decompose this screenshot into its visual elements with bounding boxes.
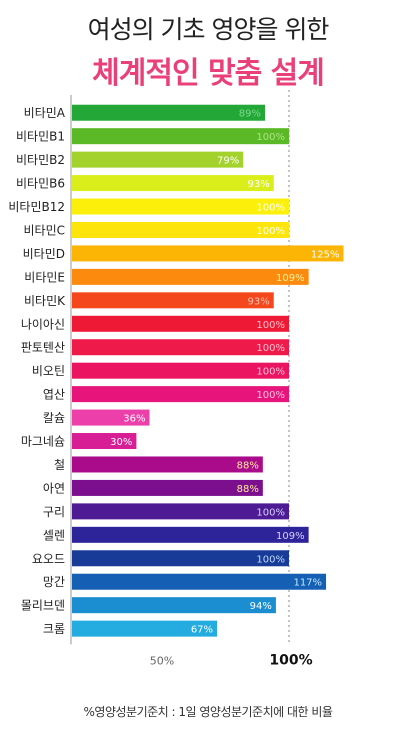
value-label: 94% <box>250 601 272 612</box>
bar <box>72 315 289 332</box>
category-label: 마그네슘 <box>21 435 65 449</box>
category-label: 칼슘 <box>43 411 65 425</box>
bar <box>72 526 309 543</box>
bar <box>72 620 218 637</box>
category-label: 비타민B12 <box>8 200 65 214</box>
value-label: 100% <box>256 132 285 143</box>
category-label: 셀렌 <box>43 528 65 542</box>
bar <box>72 573 327 590</box>
category-label: 몰리브덴 <box>21 599 65 613</box>
category-label: 비타민B1 <box>16 130 65 144</box>
category-label: 비타민D <box>23 247 65 261</box>
category-label: 판토텐산 <box>21 341 65 355</box>
category-label: 나이아신 <box>21 317 65 331</box>
bar <box>72 362 289 379</box>
bar <box>72 175 274 192</box>
bar <box>72 433 137 450</box>
value-label: 89% <box>239 109 261 120</box>
bar <box>72 503 289 520</box>
category-label: 엽산 <box>43 388 65 402</box>
value-label: 88% <box>237 460 259 471</box>
category-label: 비타민C <box>24 223 66 237</box>
chart-subtitle: 체계적인 맞춤 설계 <box>92 56 325 91</box>
chart-title: 여성의 기초 영양을 위한 <box>87 15 330 44</box>
category-label: 비타민B2 <box>16 153 65 167</box>
bar <box>72 198 289 215</box>
bar <box>72 339 289 356</box>
value-label: 100% <box>256 343 285 354</box>
bar <box>72 409 150 426</box>
value-label: 79% <box>217 156 239 167</box>
bar <box>72 456 263 473</box>
bar <box>72 221 289 238</box>
bar <box>72 128 289 145</box>
bar <box>72 151 244 168</box>
value-label: 93% <box>248 296 270 307</box>
bar <box>72 550 289 567</box>
bar <box>72 104 266 121</box>
value-label: 30% <box>110 437 132 448</box>
value-label: 88% <box>237 484 259 495</box>
category-label: 아연 <box>43 481 65 495</box>
value-label: 100% <box>256 367 285 378</box>
value-label: 36% <box>123 414 145 425</box>
category-label: 망간 <box>43 575 65 589</box>
category-label: 구리 <box>43 505 65 519</box>
category-label: 요오드 <box>32 552 65 566</box>
bar <box>72 386 289 403</box>
category-label: 비타민A <box>24 106 66 120</box>
bar <box>72 268 309 285</box>
category-label: 비오틴 <box>32 364 65 378</box>
x-tick-label: 100% <box>269 652 312 668</box>
category-label: 비타민E <box>24 270 65 284</box>
category-label: 크롬 <box>43 622 65 636</box>
footnote: %영양성분기준치 : 1일 영양성분기준치에 대한 비율 <box>83 705 333 719</box>
value-label: 109% <box>276 531 305 542</box>
bar <box>72 597 276 614</box>
value-label: 100% <box>256 320 285 331</box>
value-label: 100% <box>256 390 285 401</box>
x-tick-label: 50% <box>150 654 174 667</box>
category-label: 철 <box>54 458 65 472</box>
value-label: 125% <box>311 249 340 260</box>
value-label: 109% <box>276 273 305 284</box>
value-label: 100% <box>256 554 285 565</box>
value-label: 117% <box>293 578 322 589</box>
value-label: 100% <box>256 507 285 518</box>
bar <box>72 292 274 309</box>
bar <box>72 479 263 496</box>
bar <box>72 245 344 262</box>
category-label: 비타민B6 <box>16 177 65 191</box>
value-label: 93% <box>248 179 270 190</box>
value-label: 67% <box>191 625 213 636</box>
value-label: 100% <box>256 226 285 237</box>
value-label: 100% <box>256 203 285 214</box>
bar-chart: 비타민A 89% 비타민B1 100% 비타민B2 79% 비타민B6 93% 비타민B12 10… <box>8 90 344 668</box>
category-label: 비타민K <box>24 294 66 308</box>
